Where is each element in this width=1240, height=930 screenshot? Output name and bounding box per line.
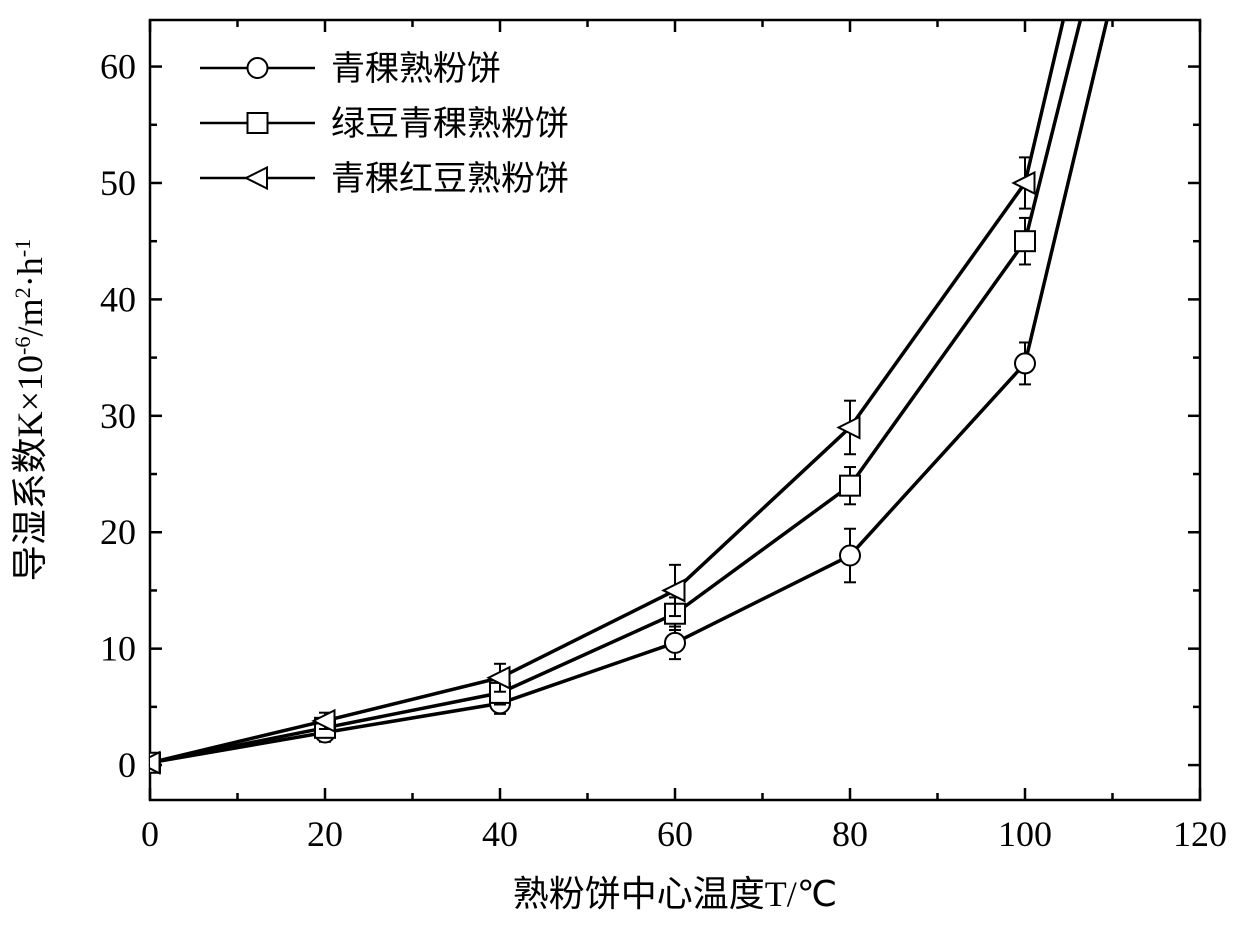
chart-container: 0 20 40 60 80 100 120 0 10 20 30 40 50 60 熟粉饼中心温度T/℃ 导湿… <box>0 0 1240 930</box>
marker-square-icon <box>248 113 268 133</box>
chart-svg: 0 20 40 60 80 100 120 0 10 20 30 40 50 60 熟粉饼中心温度T/℃ 导湿… <box>0 0 1240 930</box>
x-tick-label: 20 <box>307 814 343 854</box>
marker-circle-icon <box>840 546 860 566</box>
x-tick-label: 80 <box>832 814 868 854</box>
y-tick-label: 50 <box>100 163 136 203</box>
series-line <box>150 0 1113 763</box>
marker-triangle-icon <box>246 168 267 189</box>
legend-label: 青稞熟粉饼 <box>331 50 501 88</box>
y-tick-label: 30 <box>100 396 136 436</box>
y-tick-label: 10 <box>100 629 136 669</box>
x-tick-label: 0 <box>141 814 159 854</box>
x-tick-label: 40 <box>482 814 518 854</box>
y-axis-label: 导湿系数K×10-6/m2·h-1 <box>10 239 51 582</box>
x-tick-label: 60 <box>657 814 693 854</box>
marker-square-icon <box>1015 231 1035 251</box>
marker-circle-icon <box>665 633 685 653</box>
y-tick-label: 0 <box>118 745 136 785</box>
legend-label: 青稞红豆熟粉饼 <box>331 160 569 198</box>
legend-label: 绿豆青稞熟粉饼 <box>331 105 569 143</box>
y-tick-label: 40 <box>100 279 136 319</box>
y-tick-label: 60 <box>100 47 136 87</box>
x-axis-label: 熟粉饼中心温度T/℃ <box>513 874 837 914</box>
x-tick-label: 100 <box>998 814 1052 854</box>
marker-circle-icon <box>1015 353 1035 373</box>
marker-circle-icon <box>248 58 268 78</box>
marker-square-icon <box>840 476 860 496</box>
series-line <box>150 0 1086 763</box>
series-line <box>150 0 1069 763</box>
x-tick-label: 120 <box>1173 814 1227 854</box>
series-group <box>139 0 1113 773</box>
y-tick-label: 20 <box>100 512 136 552</box>
plot-frame <box>150 20 1200 800</box>
